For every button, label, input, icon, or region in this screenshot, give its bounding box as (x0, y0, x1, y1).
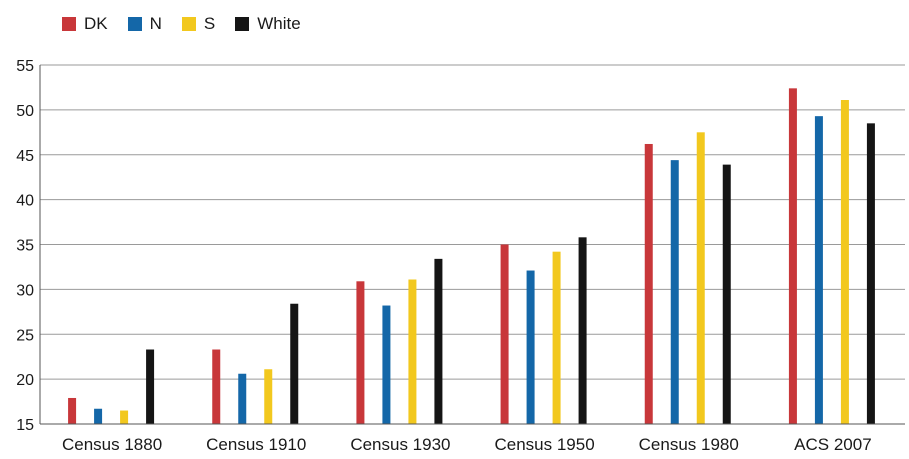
gridlines (40, 64, 905, 380)
bar (866, 123, 875, 425)
bar (94, 408, 103, 424)
bar (146, 349, 155, 424)
bar (120, 410, 129, 424)
legend-swatch (127, 17, 142, 31)
legend-label: DK (84, 14, 108, 33)
bar (434, 258, 443, 424)
bar (526, 270, 535, 424)
bar (840, 100, 849, 424)
y-tick-label: 45 (16, 148, 34, 165)
bar (356, 281, 365, 424)
x-tick-label: ACS 2007 (794, 435, 872, 454)
legend-label: N (149, 14, 162, 33)
legend-label: White (257, 14, 301, 33)
y-tick-label: 25 (16, 327, 34, 344)
bars (68, 88, 875, 425)
x-tick-label: Census 1980 (639, 435, 739, 454)
bar (788, 88, 797, 425)
x-tick-label: Census 1950 (494, 435, 594, 454)
legend-swatch (181, 17, 196, 31)
axes (39, 65, 905, 425)
y-tick-label: 15 (16, 417, 34, 434)
legend-swatch (62, 17, 76, 31)
legend-swatch (235, 17, 250, 31)
y-tick-label: 35 (16, 238, 34, 255)
chart-legend: DK N S White (62, 14, 301, 34)
y-tick-labels: 15 20 25 30 35 40 45 50 55 (16, 58, 34, 434)
bar (290, 303, 299, 424)
bar (578, 237, 587, 424)
y-tick-label: 40 (16, 193, 34, 210)
bar (722, 164, 731, 424)
bar (670, 160, 679, 424)
legend-item: S (181, 14, 216, 34)
bar (814, 116, 823, 424)
legend-item: DK (62, 14, 108, 34)
y-tick-label: 20 (16, 372, 34, 389)
x-tick-label: Census 1910 (206, 435, 306, 454)
bar (212, 349, 221, 424)
y-tick-label: 30 (16, 282, 34, 299)
x-tick-label: Census 1930 (350, 435, 450, 454)
x-tick-label: Census 1880 (62, 435, 162, 454)
bar (500, 244, 509, 424)
y-tick-label: 55 (16, 58, 34, 75)
bar (238, 373, 247, 424)
bar (264, 369, 273, 424)
legend-item: White (235, 14, 301, 34)
bar (552, 251, 561, 424)
bar (696, 132, 705, 424)
legend-item: N (127, 14, 162, 34)
bar (382, 305, 391, 424)
bar (68, 397, 77, 424)
y-tick-label: 50 (16, 103, 34, 120)
bar (644, 143, 653, 425)
bar (408, 279, 417, 424)
legend-label: S (203, 14, 216, 33)
x-tick-labels: Census 1880 Census 1910 Census 1930 Census … (62, 435, 872, 454)
